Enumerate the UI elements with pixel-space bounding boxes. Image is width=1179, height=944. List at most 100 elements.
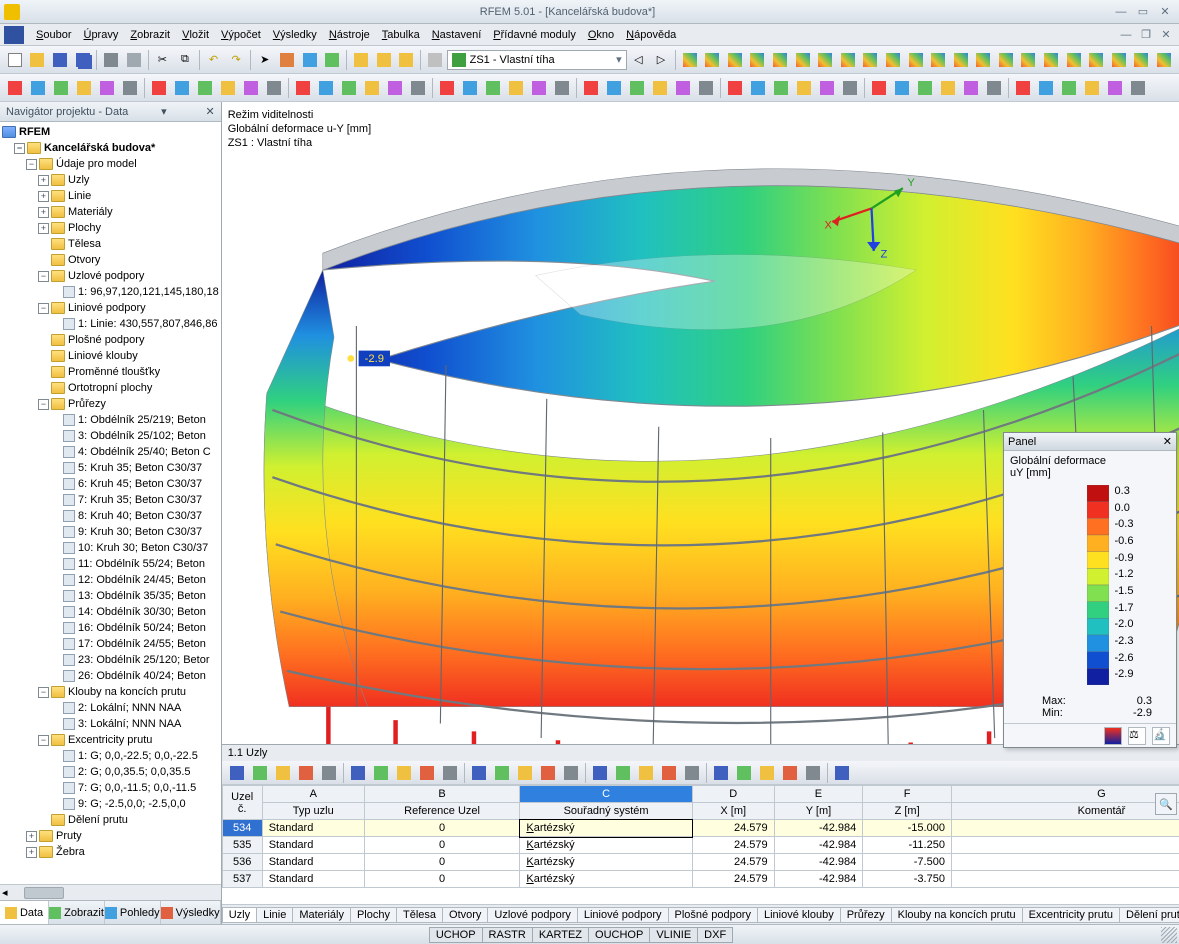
tb-generic-button[interactable] [681, 762, 703, 784]
print-report-button[interactable] [123, 49, 145, 71]
mdi-close-button[interactable]: ✕ [1157, 27, 1175, 43]
tb-generic-button[interactable] [27, 77, 49, 99]
menu-výsledky[interactable]: Výsledky [267, 27, 323, 43]
table-row[interactable]: 534 Standard 0 Kartézský 24.579 -42.984 … [222, 820, 1179, 837]
menu-zobrazit[interactable]: Zobrazit [124, 27, 176, 43]
menu-úpravy[interactable]: Úpravy [77, 27, 124, 43]
tb-generic-button[interactable] [724, 77, 746, 99]
row-id[interactable]: 536 [222, 854, 262, 871]
tree-toggle[interactable]: − [38, 735, 49, 746]
nav-tab-výsledky[interactable]: Výsledky [161, 901, 221, 924]
tree-item[interactable]: Proměnné tloušťky [0, 364, 221, 380]
tb-generic-button[interactable] [1131, 49, 1153, 71]
tree-item[interactable]: +Pruty [0, 828, 221, 844]
tb-generic-button[interactable] [649, 77, 671, 99]
table-tab[interactable]: Otvory [442, 907, 488, 923]
tb-generic-button[interactable] [1058, 77, 1080, 99]
tb-generic-button[interactable] [814, 49, 836, 71]
copy-button[interactable]: ⧉ [174, 49, 196, 71]
tree-item[interactable]: Ortotropní plochy [0, 380, 221, 396]
tb-generic-button[interactable] [1040, 49, 1062, 71]
navigator-hscroll[interactable]: ◂ [0, 884, 221, 900]
tb-generic-button[interactable] [295, 762, 317, 784]
tb-generic-button[interactable] [171, 77, 193, 99]
tb-generic-button[interactable] [119, 77, 141, 99]
tree-item[interactable]: 13: Obdélník 35/35; Beton [0, 588, 221, 604]
tb-generic-button[interactable] [1104, 77, 1126, 99]
col-letter[interactable]: D [692, 786, 774, 803]
tree-item[interactable]: 7: G; 0,0,-11.5; 0,0,-11.5 [0, 780, 221, 796]
tb-generic-button[interactable] [882, 49, 904, 71]
menu-výpočet[interactable]: Výpočet [215, 27, 267, 43]
table-tab[interactable]: Linie [256, 907, 293, 923]
tb-generic-button[interactable] [217, 77, 239, 99]
tb-generic-button[interactable] [148, 77, 170, 99]
menu-soubor[interactable]: Soubor [30, 27, 77, 43]
tb-generic-button[interactable] [905, 49, 927, 71]
col-letter[interactable]: E [774, 786, 863, 803]
tree-toggle[interactable]: − [38, 303, 49, 314]
table-row[interactable]: 535 Standard 0 Kartézský 24.579 -42.984 … [222, 837, 1179, 854]
tb-generic-button[interactable] [338, 77, 360, 99]
tb-generic-button[interactable] [407, 77, 429, 99]
resize-grip[interactable] [1161, 927, 1177, 943]
tb-generic-button[interactable] [868, 77, 890, 99]
tree-item[interactable]: 1: 96,97,120,121,145,180,18 [0, 284, 221, 300]
tb-generic-button[interactable] [1018, 49, 1040, 71]
table-row[interactable]: 537 Standard 0 Kartézský 24.579 -42.984 … [222, 871, 1179, 888]
panel-btn-3[interactable]: 🔬 [1152, 727, 1170, 745]
tb-generic-button[interactable] [816, 77, 838, 99]
tb-generic-button[interactable] [658, 762, 680, 784]
tb-generic-button[interactable] [1063, 49, 1085, 71]
loadcase-combo[interactable]: ZS1 - Vlastní tíha ▾ [447, 50, 627, 70]
nav-tab-pohledy[interactable]: Pohledy [105, 901, 161, 924]
panel-side-button[interactable]: 🔍 [1155, 793, 1177, 815]
col-letter[interactable]: B [364, 786, 520, 803]
tb-generic-button[interactable] [793, 77, 815, 99]
tb-generic-button[interactable] [1035, 77, 1057, 99]
tb-generic-button[interactable] [226, 762, 248, 784]
tree-root[interactable]: RFEM [0, 124, 221, 140]
tb-generic-button[interactable] [672, 77, 694, 99]
tb-generic-button[interactable] [272, 762, 294, 784]
tb-generic-button[interactable] [580, 77, 602, 99]
col-rowid[interactable]: Uzel č. [222, 786, 262, 820]
tree-item[interactable]: +Linie [0, 188, 221, 204]
col-header[interactable]: Souřadný systém [520, 803, 692, 820]
col-header[interactable]: Z [m] [863, 803, 952, 820]
tb-generic-button[interactable] [695, 77, 717, 99]
table-row[interactable]: 536 Standard 0 Kartézský 24.579 -42.984 … [222, 854, 1179, 871]
tb-generic-button[interactable] [350, 49, 372, 71]
row-id[interactable]: 534 [222, 820, 262, 837]
tree-item[interactable]: Plošné podpory [0, 332, 221, 348]
tb-generic-button[interactable] [972, 49, 994, 71]
pin-icon[interactable]: ▾ [161, 105, 167, 118]
tb-generic-button[interactable] [960, 77, 982, 99]
tree-item[interactable]: −Excentricity prutu [0, 732, 221, 748]
tree-item[interactable]: 8: Kruh 40; Beton C30/37 [0, 508, 221, 524]
tree-item[interactable]: 16: Obdélník 50/24; Beton [0, 620, 221, 636]
tb-generic-button[interactable] [468, 762, 490, 784]
tb-generic-button[interactable] [860, 49, 882, 71]
cut-button[interactable]: ✂ [152, 49, 174, 71]
menu-tabulka[interactable]: Tabulka [376, 27, 426, 43]
tree-item[interactable]: Dělení prutu [0, 812, 221, 828]
tb-generic-button[interactable] [914, 77, 936, 99]
tb-generic-button[interactable] [373, 49, 395, 71]
col-letter[interactable]: A [262, 786, 364, 803]
redo-button[interactable]: ↷ [225, 49, 247, 71]
status-seg[interactable]: RASTR [482, 927, 533, 943]
tb-generic-button[interactable] [315, 77, 337, 99]
tree-toggle[interactable]: + [26, 831, 37, 842]
tree-toggle[interactable]: + [38, 191, 49, 202]
tb-generic-button[interactable] [436, 77, 458, 99]
tree-item[interactable]: 2: Lokální; NNN NAA [0, 700, 221, 716]
tb-generic-button[interactable] [983, 77, 1005, 99]
status-seg[interactable]: KARTEZ [532, 927, 589, 943]
tree-toggle[interactable]: − [38, 271, 49, 282]
table-tab[interactable]: Plochy [350, 907, 397, 923]
tree-item[interactable]: 12: Obdélník 24/45; Beton [0, 572, 221, 588]
tree-item[interactable]: −Údaje pro model [0, 156, 221, 172]
table-tab[interactable]: Excentricity prutu [1022, 907, 1120, 923]
col-letter[interactable]: F [863, 786, 952, 803]
